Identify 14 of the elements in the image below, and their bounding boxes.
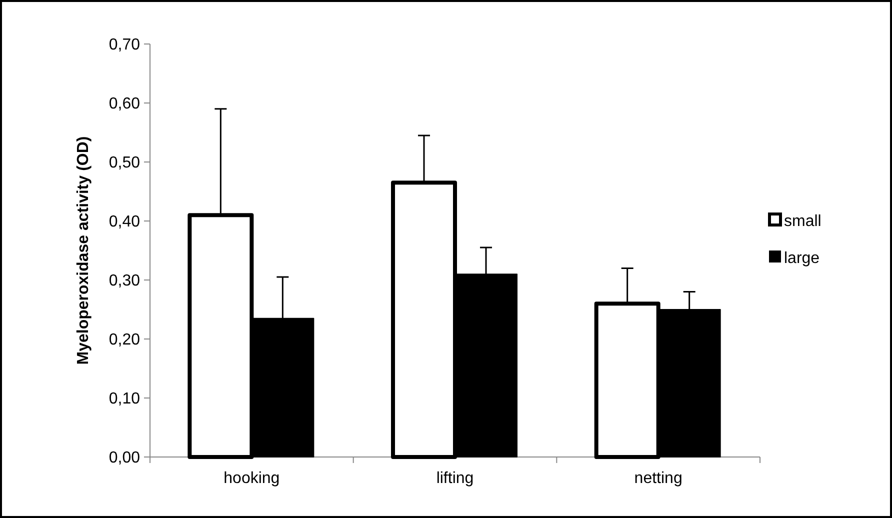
y-tick-label: 0,40 [108, 214, 140, 231]
y-tick-label: 0,00 [108, 450, 140, 467]
legend-label: small [784, 213, 822, 230]
x-tick-label: hooking [224, 470, 280, 487]
x-tick-label: netting [634, 470, 682, 487]
y-axis-title: Myeloperoxidase activity (OD) [75, 136, 92, 365]
y-tick-label: 0,10 [108, 390, 140, 408]
y-tick-label: 0,70 [108, 36, 140, 54]
x-tick-label: lifting [436, 470, 474, 487]
legend-label: large [784, 250, 820, 268]
y-tick-label: 0,60 [108, 96, 140, 113]
y-tick-label: 0,20 [108, 332, 140, 349]
y-tick-label: 0,30 [108, 272, 140, 290]
y-tick-label: 0,50 [108, 154, 140, 172]
